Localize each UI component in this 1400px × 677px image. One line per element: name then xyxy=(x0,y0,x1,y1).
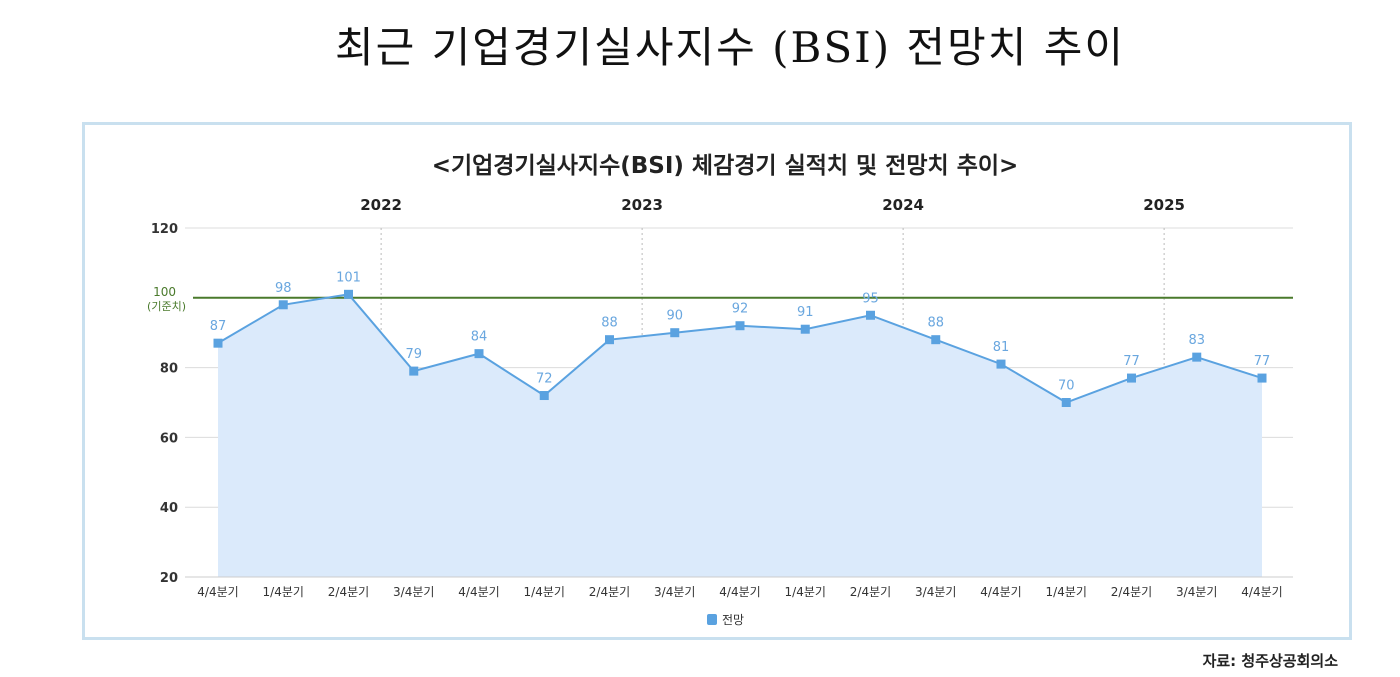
y-tick-label: 60 xyxy=(160,431,178,446)
y-tick-label: 120 xyxy=(151,222,178,237)
year-label: 2022 xyxy=(360,196,402,214)
x-tick-label: 4/4분기 xyxy=(458,585,499,599)
x-tick-label: 1/4분기 xyxy=(1046,585,1087,599)
year-label: 2023 xyxy=(621,196,663,214)
data-point xyxy=(670,328,680,338)
data-label: 81 xyxy=(993,340,1010,355)
data-point xyxy=(474,349,484,359)
data-label: 91 xyxy=(797,305,814,320)
data-point xyxy=(278,300,288,310)
chart-title: <기업경기실사지수(BSI) 체감경기 실적치 및 전망치 추이> xyxy=(431,153,1019,179)
x-tick-label: 4/4분기 xyxy=(1241,585,1282,599)
chart-frame xyxy=(82,122,1352,640)
x-tick-label: 1/4분기 xyxy=(263,585,304,599)
data-label: 70 xyxy=(1058,379,1075,394)
data-label: 72 xyxy=(536,372,553,387)
data-point xyxy=(800,324,810,334)
y-tick-label: 20 xyxy=(160,571,178,586)
data-point xyxy=(539,391,549,401)
x-tick-label: 2/4분기 xyxy=(1111,585,1152,599)
x-tick-label: 2/4분기 xyxy=(850,585,891,599)
x-tick-label: 3/4분기 xyxy=(654,585,695,599)
legend-swatch xyxy=(707,614,717,625)
x-tick-label: 2/4분기 xyxy=(589,585,630,599)
data-point xyxy=(1257,373,1267,383)
y-tick-label: 80 xyxy=(160,362,178,377)
x-tick-label: 3/4분기 xyxy=(1176,585,1217,599)
data-point xyxy=(409,366,419,376)
data-label: 77 xyxy=(1254,354,1271,369)
data-label: 92 xyxy=(732,302,749,317)
reference-sublabel: (기준치) xyxy=(147,300,186,313)
x-tick-label: 3/4분기 xyxy=(393,585,434,599)
x-tick-label: 1/4분기 xyxy=(785,585,826,599)
x-tick-label: 3/4분기 xyxy=(915,585,956,599)
data-label: 87 xyxy=(210,319,227,334)
x-tick-label: 4/4분기 xyxy=(197,585,238,599)
x-tick-label: 1/4분기 xyxy=(524,585,565,599)
data-point xyxy=(1127,373,1136,383)
data-label: 98 xyxy=(275,281,292,296)
data-point xyxy=(1061,398,1071,407)
page-title: 최근 기업경기실사지수 (BSI) 전망치 추이 xyxy=(334,23,1125,72)
data-point xyxy=(931,335,941,345)
year-label: 2025 xyxy=(1143,196,1185,214)
data-point xyxy=(996,359,1006,369)
year-label: 2024 xyxy=(882,196,924,214)
data-point xyxy=(1192,352,1202,362)
reference-label: 100 xyxy=(153,285,176,299)
data-point xyxy=(735,321,745,331)
data-label: 95 xyxy=(862,291,879,306)
data-point xyxy=(866,310,875,320)
x-tick-label: 4/4분기 xyxy=(980,585,1021,599)
source-note: 자료: 청주상공회의소 xyxy=(1202,652,1338,670)
data-point xyxy=(344,289,353,299)
data-label: 88 xyxy=(601,316,618,331)
data-label: 83 xyxy=(1188,333,1205,348)
data-point xyxy=(213,338,223,348)
data-label: 101 xyxy=(336,270,361,285)
data-label: 84 xyxy=(471,330,488,345)
data-point xyxy=(605,335,614,345)
series-area xyxy=(218,294,1262,577)
y-tick-label: 40 xyxy=(160,501,178,516)
data-label: 79 xyxy=(405,347,422,362)
x-tick-label: 4/4분기 xyxy=(719,585,760,599)
data-label: 90 xyxy=(666,309,683,324)
x-tick-label: 2/4분기 xyxy=(328,585,369,599)
data-label: 88 xyxy=(927,316,944,331)
data-label: 77 xyxy=(1123,354,1140,369)
legend-label: 전망 xyxy=(722,613,744,627)
